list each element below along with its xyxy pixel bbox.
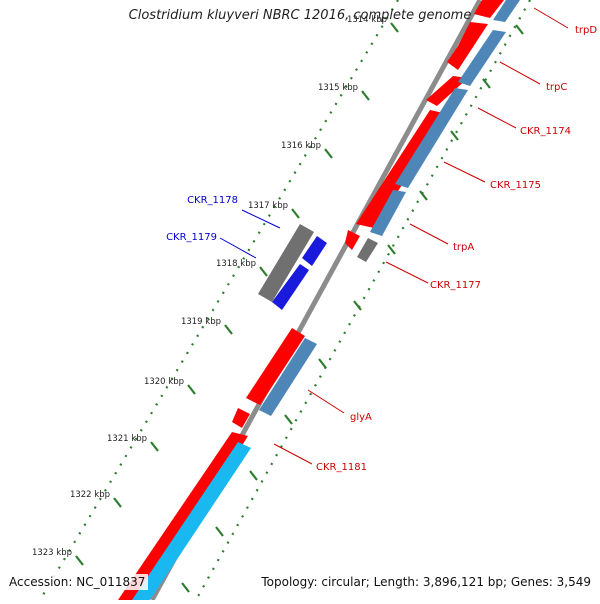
gene-trpA-arrow[interactable] bbox=[345, 230, 360, 250]
major-tick bbox=[113, 497, 122, 508]
inner-major-tick bbox=[284, 414, 293, 425]
gene-forward-long-arrow[interactable] bbox=[118, 432, 248, 600]
inner-major-tick bbox=[249, 470, 258, 481]
inner-major-tick bbox=[387, 244, 396, 255]
gene-label-glyA[interactable]: glyA bbox=[350, 412, 372, 423]
inner-major-tick bbox=[353, 300, 362, 311]
gene-leader-line bbox=[499, 61, 541, 85]
major-tick bbox=[187, 384, 196, 395]
accession-label: Accession: NC_011837 bbox=[6, 574, 149, 590]
gene-CKR_1179-arrow[interactable] bbox=[272, 264, 309, 310]
gene-leader-line bbox=[219, 237, 257, 259]
scale-label: 1314 kbp bbox=[347, 15, 387, 25]
inner-major-tick bbox=[450, 130, 459, 141]
gene-trpD-arrow[interactable] bbox=[474, 0, 504, 18]
gene-secondary-3[interactable] bbox=[395, 88, 468, 188]
gene-label-CKR_1174[interactable]: CKR_1174 bbox=[520, 126, 571, 137]
major-tick bbox=[291, 208, 300, 219]
gene-CKR_1181-arrow[interactable] bbox=[232, 408, 250, 428]
gene-label-trpC[interactable]: trpC bbox=[546, 82, 567, 93]
scale-label: 1320 kbp bbox=[144, 377, 184, 387]
genome-summary: Topology: circular; Length: 3,896,121 bp… bbox=[258, 574, 594, 590]
major-tick bbox=[75, 555, 84, 566]
gene-CKR_1178-arrow[interactable] bbox=[302, 236, 327, 266]
inner-major-tick bbox=[318, 358, 327, 369]
inner-major-tick bbox=[419, 190, 428, 201]
gene-label-CKR_1181[interactable]: CKR_1181 bbox=[316, 462, 367, 473]
inner-major-tick bbox=[482, 78, 491, 89]
scale-label: 1322 kbp bbox=[70, 490, 110, 500]
gene-leader-line bbox=[241, 209, 281, 229]
major-tick bbox=[224, 324, 233, 335]
major-tick bbox=[324, 148, 333, 159]
gene-label-CKR_1179[interactable]: CKR_1179 bbox=[166, 232, 217, 243]
gene-secondary-1[interactable] bbox=[493, 0, 520, 22]
gene-trpC-arrow[interactable] bbox=[447, 22, 488, 70]
gene-leader-line bbox=[273, 443, 313, 465]
gene-label-CKR_1177[interactable]: CKR_1177 bbox=[430, 280, 481, 291]
scale-label: 1323 kbp bbox=[32, 548, 72, 558]
scale-label: 1318 kbp bbox=[216, 259, 256, 269]
tick-layer bbox=[39, 0, 531, 601]
scale-label: 1317 kbp bbox=[248, 201, 288, 211]
scale-label: 1321 kbp bbox=[107, 434, 147, 444]
gene-label-trpA[interactable]: trpA bbox=[453, 242, 474, 253]
gene-secondary-2[interactable] bbox=[458, 30, 506, 86]
gene-leader-line bbox=[409, 223, 449, 245]
label-layer: 1314 kbp 1315 kbp 1316 kbp 1317 kbp 1318 kbp… bbox=[32, 7, 597, 558]
major-tick bbox=[259, 266, 268, 277]
major-tick bbox=[361, 90, 370, 101]
major-tick bbox=[390, 22, 399, 33]
scale-label: 1315 kbp bbox=[318, 83, 358, 93]
gene-leader-line bbox=[443, 161, 486, 183]
inner-major-tick bbox=[215, 526, 224, 537]
gene-leader-line bbox=[533, 7, 569, 29]
scale-label: 1316 kbp bbox=[281, 141, 321, 151]
gene-secondary-4[interactable] bbox=[370, 190, 406, 236]
gene-reverse-gray[interactable] bbox=[258, 224, 314, 302]
gene-secondary-5[interactable] bbox=[259, 338, 317, 416]
gene-label-CKR_1178[interactable]: CKR_1178 bbox=[187, 195, 238, 206]
forward-cds-track bbox=[118, 0, 504, 600]
secondary-forward-track bbox=[132, 0, 520, 600]
map-title: Clostridium kluyveri NBRC 12016, complet… bbox=[128, 8, 472, 23]
reverse-cds-track bbox=[258, 224, 327, 310]
gene-glyA-arrow[interactable] bbox=[246, 328, 305, 405]
gene-secondary-cyan[interactable] bbox=[132, 442, 251, 600]
scale-label: 1319 kbp bbox=[181, 317, 221, 327]
gene-leader-line bbox=[477, 107, 517, 129]
gene-label-trpD[interactable]: trpD bbox=[575, 25, 597, 36]
inner-major-tick bbox=[515, 24, 524, 35]
inner-major-tick bbox=[181, 582, 190, 593]
gene-CKR_1177-gray[interactable] bbox=[357, 238, 378, 262]
gene-leader-line bbox=[385, 261, 429, 284]
major-tick bbox=[150, 441, 159, 452]
gene-label-CKR_1175[interactable]: CKR_1175 bbox=[490, 180, 541, 191]
tick-dots-inner bbox=[195, 0, 531, 601]
gene-leader-line bbox=[307, 389, 345, 414]
gene-CKR_1174-arrow[interactable] bbox=[426, 76, 468, 106]
